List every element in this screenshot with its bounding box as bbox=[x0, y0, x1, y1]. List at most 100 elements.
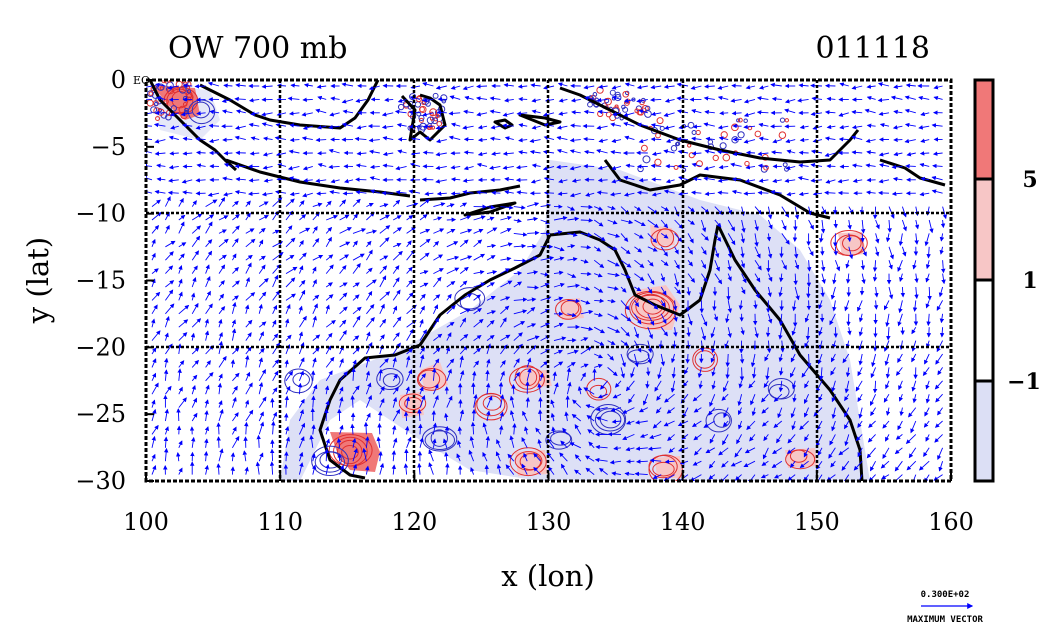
wind-vector bbox=[224, 153, 232, 154]
x-tick-label: 110 bbox=[257, 508, 303, 536]
colorbar: 5 1 −1 bbox=[975, 80, 1041, 481]
wind-vector bbox=[809, 354, 810, 367]
vector-key-label: MAXIMUM VECTOR bbox=[907, 615, 983, 625]
x-tick-label: 160 bbox=[928, 508, 974, 536]
y-ticks: 0 −5 −10 −15 −20 −25 −30 bbox=[75, 66, 154, 495]
colorbar-tick-label: −1 bbox=[1007, 369, 1041, 395]
wind-vector bbox=[581, 220, 593, 221]
wind-vector bbox=[477, 86, 487, 87]
colorbar-level-minus1-to-1 bbox=[975, 280, 993, 381]
wind-vector bbox=[424, 126, 434, 127]
wind-vector bbox=[652, 179, 661, 180]
wind-vector bbox=[875, 207, 876, 219]
wind-vector bbox=[627, 461, 635, 462]
wind-vector bbox=[433, 411, 434, 421]
wind-vector bbox=[929, 287, 930, 300]
y-axis-label: y (lat) bbox=[21, 237, 55, 324]
colorbar-tick-label: 5 bbox=[1022, 167, 1037, 193]
wind-vector bbox=[835, 247, 836, 255]
wind-vector bbox=[513, 385, 514, 394]
wind-vector bbox=[835, 327, 836, 337]
y-tick-label: −10 bbox=[75, 200, 126, 228]
wind-vector bbox=[714, 300, 715, 310]
wind-vector bbox=[822, 247, 823, 255]
map-title: OW 700 mb bbox=[168, 31, 347, 66]
y-tick-label: −20 bbox=[75, 333, 126, 361]
wind-vector bbox=[197, 99, 206, 100]
vector-key-value: 0.300E+02 bbox=[921, 590, 970, 600]
y-tick-label: −30 bbox=[75, 467, 126, 495]
wind-vector bbox=[218, 423, 219, 434]
vector-key: 0.300E+02 MAXIMUM VECTOR bbox=[907, 590, 983, 625]
wind-vector bbox=[326, 449, 327, 461]
date-label: 011118 bbox=[815, 31, 930, 66]
wind-vector bbox=[178, 409, 179, 421]
wind-vector bbox=[800, 153, 809, 154]
wind-vector bbox=[195, 86, 205, 87]
wind-vector bbox=[835, 220, 836, 228]
wind-vector bbox=[277, 179, 286, 180]
positive-shading-qld bbox=[785, 448, 818, 468]
wind-vector bbox=[317, 193, 326, 194]
wind-vector bbox=[742, 367, 743, 380]
colorbar-level-above-5 bbox=[975, 80, 993, 179]
x-tick-label: 140 bbox=[660, 508, 706, 536]
wind-vector bbox=[581, 274, 591, 275]
y-tick-label: −15 bbox=[75, 267, 126, 295]
wind-vector bbox=[540, 410, 541, 421]
wind-vector bbox=[447, 427, 448, 435]
x-axis-label: x (lon) bbox=[501, 559, 595, 593]
wind-vector bbox=[688, 354, 689, 363]
wind-vector bbox=[921, 153, 930, 154]
wind-vector bbox=[744, 193, 755, 194]
wind-vector bbox=[758, 193, 768, 194]
wind-vector bbox=[169, 193, 179, 194]
wind-vector bbox=[474, 410, 475, 421]
wind-vector bbox=[492, 193, 500, 194]
wind-vector bbox=[652, 139, 662, 140]
wind-vector bbox=[581, 207, 592, 208]
wind-vector bbox=[437, 112, 447, 113]
wind-vector bbox=[862, 233, 863, 241]
wind-vector bbox=[567, 340, 575, 341]
x-tick-label: 150 bbox=[794, 508, 840, 536]
colorbar-tick-label: 1 bbox=[1022, 268, 1037, 294]
wind-vector bbox=[272, 450, 273, 462]
wind-vector bbox=[197, 152, 206, 153]
colorbar-level-1-to-5 bbox=[975, 179, 993, 280]
wind-vector bbox=[720, 113, 728, 114]
wind-vector bbox=[674, 341, 675, 349]
wind-vector bbox=[929, 327, 930, 337]
wind-vector bbox=[316, 140, 326, 141]
wind-vector bbox=[380, 412, 381, 421]
wind-vector bbox=[637, 461, 648, 462]
wind-vector bbox=[286, 414, 287, 421]
wind-vector bbox=[519, 99, 527, 100]
wind-vector bbox=[235, 99, 246, 100]
y-tick-label: −5 bbox=[91, 133, 126, 161]
x-tick-label: 120 bbox=[391, 508, 437, 536]
wind-vector bbox=[758, 112, 769, 113]
wind-vector bbox=[479, 140, 487, 141]
wind-vector bbox=[366, 423, 367, 435]
wind-vector bbox=[313, 371, 314, 381]
y-tick-label: 0 bbox=[111, 66, 126, 94]
wind-vector bbox=[452, 193, 461, 194]
wind-vector bbox=[286, 452, 287, 461]
wind-vector bbox=[232, 467, 233, 474]
wind-vector bbox=[420, 425, 421, 435]
wind-vector bbox=[352, 396, 353, 408]
wind-vector bbox=[210, 126, 220, 127]
wind-vector bbox=[795, 274, 796, 285]
wind-vector bbox=[303, 99, 313, 100]
positive-shading-gulf bbox=[650, 225, 675, 246]
wind-vector bbox=[747, 153, 755, 154]
wind-vector bbox=[906, 166, 916, 167]
wind-vector bbox=[219, 437, 220, 448]
x-tick-label: 100 bbox=[123, 508, 169, 536]
y-tick-label: −25 bbox=[75, 400, 126, 428]
wind-vector bbox=[424, 152, 434, 153]
x-tick-label: 130 bbox=[526, 508, 572, 536]
wind-vector bbox=[840, 139, 849, 140]
wind-vector bbox=[875, 341, 876, 351]
